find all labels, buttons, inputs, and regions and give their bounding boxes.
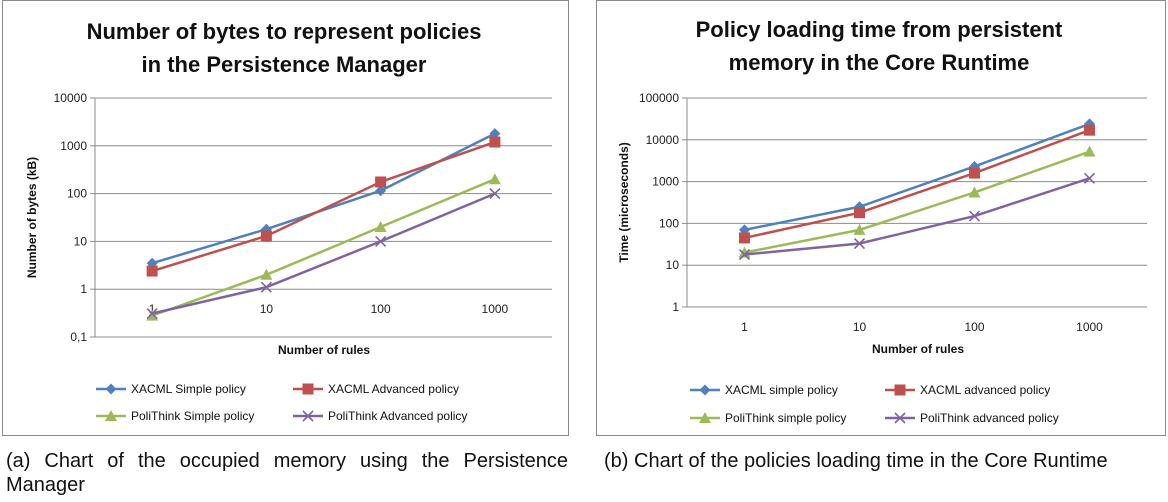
x-tick-label: 100 [371,302,391,316]
series-line [744,150,1090,254]
data-point [738,248,751,261]
legend-label: PoliThink Simple policy [131,409,254,423]
legend-label: XACML Advanced policy [328,382,459,396]
series-line [744,177,1090,256]
chart-a: Number of bytes to represent policies in … [25,19,552,423]
y-tick-label: 1 [672,300,679,314]
figure-caption-a: (a) Chart of the occupied memory using t… [6,450,568,496]
legend-label: XACML advanced policy [920,383,1050,397]
series-1 [146,136,501,277]
y-axis-label: Number of bytes (kB) [25,157,39,278]
chart-title-line: Policy loading time from persistent [696,17,1063,42]
data-point [260,268,273,280]
series-line [151,178,496,317]
legend-label: XACML simple policy [725,383,838,397]
legend-marker [105,383,117,395]
legend-marker [894,412,906,424]
data-point [1083,172,1096,184]
y-tick-label: 10 [666,258,680,272]
data-point [1084,124,1095,136]
chart-panel-a: Number of bytes to represent policies in … [2,0,569,436]
x-tick-label: 1000 [1076,320,1103,334]
legend-marker [894,384,906,396]
data-point [969,167,980,179]
legend-label: XACML Simple policy [131,382,246,396]
x-axis-label: Number of rules [278,343,370,357]
x-tick-label: 1000 [482,302,509,316]
y-tick-label: 10000 [646,133,680,147]
chart-title-line: Number of bytes to represent policies [87,19,482,44]
x-tick-label: 1 [149,302,156,316]
legend-item: PoliThink Advanced policy [293,409,467,423]
y-tick-label: 100000 [639,91,679,105]
data-point [489,188,501,200]
legend-item: XACML Simple policy [96,382,246,396]
y-tick-label: 0,1 [70,330,87,344]
series-line [744,122,1090,232]
y-tick-label: 1000 [652,175,679,189]
series-3 [738,172,1096,261]
legend-item: PoliThink advanced policy [885,411,1059,425]
data-point [374,221,387,233]
data-point [488,173,501,185]
x-tick-label: 1 [741,320,748,334]
x-axis-label: Number of rules [872,342,964,356]
x-tick-label: 10 [853,320,867,334]
y-tick-label: 1 [80,282,87,296]
series-3 [146,188,501,320]
legend-label: PoliThink Advanced policy [328,409,467,423]
series-line [151,192,496,315]
data-point [375,235,387,247]
chart-title-line: memory in the Core Runtime [729,50,1030,75]
series-2 [738,145,1096,258]
series-1 [739,124,1095,244]
y-tick-label: 10000 [54,91,88,105]
legend-marker [699,384,711,396]
series-2 [146,173,501,321]
legend-label: PoliThink simple policy [725,411,846,425]
y-tick-label: 1000 [60,139,87,153]
chart-panel-b: Policy loading time from persistent memor… [596,0,1166,436]
data-point [375,176,387,188]
chart-b: Policy loading time from persistent memor… [617,17,1147,425]
data-point [260,230,272,242]
data-point [146,309,159,321]
legend-item: XACML simple policy [690,383,838,397]
x-tick-label: 10 [260,302,274,316]
legend-item: XACML Advanced policy [293,382,459,396]
data-point [260,281,272,293]
data-point [1083,145,1096,157]
data-point [968,186,981,198]
legend-label: PoliThink advanced policy [920,411,1059,425]
series-line [744,128,1090,240]
data-point [375,185,387,197]
legend-marker [699,412,711,423]
legend-marker [302,410,314,422]
series-0 [739,118,1095,236]
y-axis-label: Time (microseconds) [617,142,631,262]
data-point [853,223,866,235]
chart-title-line: in the Persistence Manager [142,52,427,77]
data-point [146,307,158,320]
legend-item: PoliThink Simple policy [96,409,254,423]
y-tick-label: 10 [74,234,88,248]
y-tick-label: 100 [659,216,679,230]
data-point [968,210,981,222]
figure-caption-b: (b) Chart of the policies loading time i… [604,450,1108,472]
series-line [151,140,496,273]
data-point [739,232,750,244]
series-line [151,132,496,265]
data-point [854,207,865,219]
legend-item: XACML advanced policy [885,383,1050,397]
data-point [489,128,501,140]
data-point [489,136,501,148]
x-tick-label: 100 [964,320,984,334]
data-point [146,265,158,277]
y-tick-label: 100 [67,187,87,201]
legend-marker [302,383,314,395]
data-point [853,237,866,250]
legend-marker [105,410,117,421]
legend-item: PoliThink simple policy [690,411,846,425]
